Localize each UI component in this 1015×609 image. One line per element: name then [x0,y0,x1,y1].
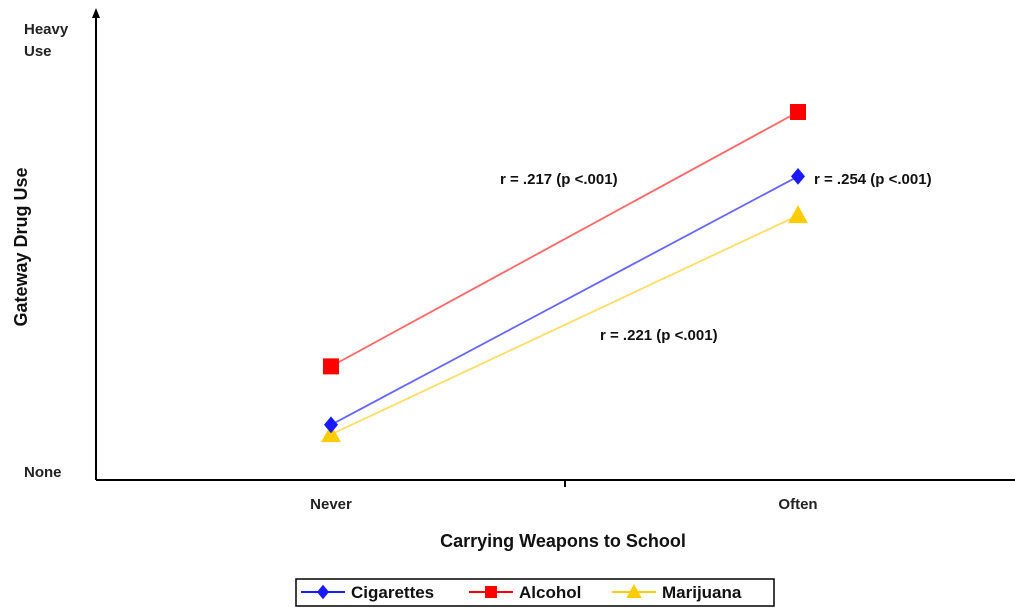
legend-label-marijuana: Marijuana [662,583,742,602]
series-cigarettes [324,168,805,434]
annotation-cigarettes: r = .254 (p <.001) [814,171,932,188]
series-line-cigarettes [330,175,799,426]
y-tick-label-high-line2: Use [24,43,52,60]
x-axis-title: Carrying Weapons to School [440,531,686,551]
legend-item-alcohol: Alcohol [469,583,581,602]
legend-item-cigarettes: Cigarettes [301,583,434,602]
legend-box [295,578,775,607]
y-axis-arrow [92,8,100,18]
legend-label-alcohol: Alcohol [519,583,581,602]
data-point-alcohol-never [323,358,339,375]
x-tick-label-never: Never [310,496,352,513]
legend-item-marijuana: Marijuana [612,583,742,602]
y-tick-label-high-line1: Heavy [24,21,69,38]
data-point-cigarettes-often [791,168,805,185]
series-layer [321,104,808,443]
legend-items: Cigarettes Alcohol Marijuana [301,583,742,602]
data-point-marijuana-often [788,205,808,224]
legend: Cigarettes Alcohol Marijuana [295,578,775,607]
x-tick-label-often: Often [778,496,817,513]
legend-label-cigarettes: Cigarettes [351,583,434,602]
data-point-alcohol-often [790,104,806,120]
annotation-marijuana: r = .221 (p <.001) [600,327,718,344]
axes [92,8,1015,487]
y-axis-title: Gateway Drug Use [11,167,31,326]
series-alcohol [323,104,806,375]
legend-marker-cigarettes [317,584,329,600]
series-line-alcohol [330,111,799,368]
series-marijuana [321,205,808,443]
legend-marker-marijuana [626,583,642,598]
legend-marker-alcohol [485,586,497,598]
annotation-alcohol: r = .217 (p <.001) [500,171,618,188]
series-line-marijuana [330,214,799,436]
data-point-cigarettes-never [324,416,338,434]
y-tick-label-low: None [24,464,62,481]
